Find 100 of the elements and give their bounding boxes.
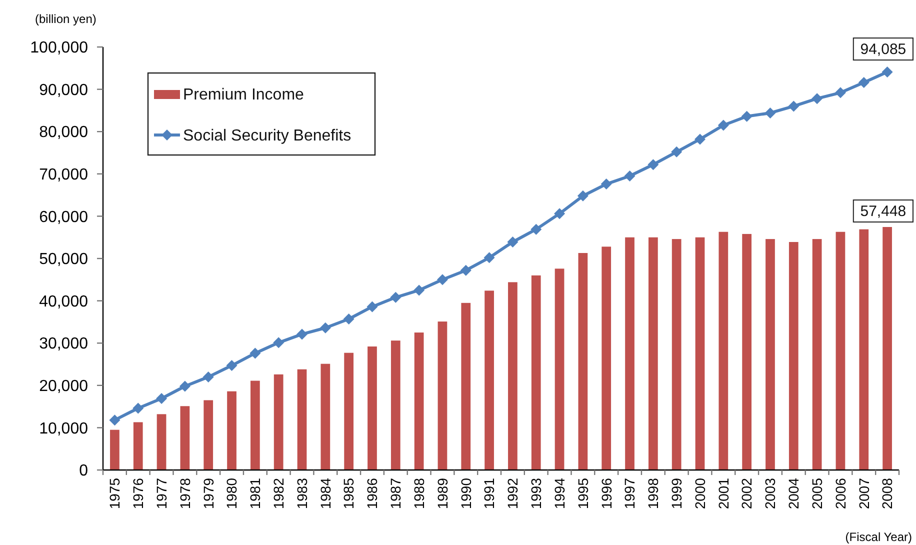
point: [320, 322, 331, 334]
x-tick-label: 1982: [270, 478, 286, 510]
x-tick-label: 1992: [504, 478, 521, 510]
x-tick-label: 2006: [832, 478, 848, 510]
bar: [250, 380, 260, 470]
x-tick-label: 1979: [200, 478, 216, 510]
bar: [133, 422, 143, 470]
point: [414, 284, 425, 296]
x-tick-label: 1999: [668, 478, 684, 510]
y-tick-label: 10,000: [39, 420, 88, 438]
point: [600, 178, 612, 190]
bar: [602, 246, 612, 470]
point: [858, 77, 870, 88]
point: [834, 87, 846, 98]
point: [109, 414, 120, 426]
bar: [508, 282, 518, 470]
y-tick-label: 20,000: [39, 378, 88, 395]
point: [694, 134, 706, 145]
x-tick-label: 2008: [879, 478, 896, 510]
point: [250, 348, 261, 359]
x-tick-label: 2004: [786, 478, 802, 510]
bar: [297, 369, 307, 470]
point: [273, 337, 284, 348]
x-tick-label: 1984: [317, 478, 334, 510]
data-label: 57,448: [860, 202, 906, 220]
point: [436, 274, 448, 286]
x-tick-label: 1980: [224, 478, 240, 510]
bar: [204, 400, 214, 470]
x-tick-label: 1995: [574, 478, 591, 510]
data-label: 94,085: [860, 41, 906, 58]
x-tick-label: 1994: [551, 478, 568, 510]
x-tick-label: 1978: [176, 478, 193, 510]
x-tick-label: 1986: [364, 478, 380, 510]
y-tick-label: 60,000: [39, 208, 88, 226]
y-tick-label: 0: [79, 462, 88, 480]
bar: [859, 229, 869, 470]
point: [671, 146, 682, 158]
x-tick-label: 2000: [692, 478, 708, 510]
x-tick-label: 1983: [294, 478, 310, 510]
bar: [531, 275, 541, 470]
x-tick-label: 1997: [622, 478, 638, 510]
bar: [320, 364, 330, 470]
bar: [156, 414, 166, 470]
x-tick-label: 1987: [388, 478, 404, 510]
bar: [812, 239, 822, 470]
point: [156, 393, 168, 404]
point: [226, 360, 238, 372]
bar: [484, 290, 494, 470]
x-tick-label: 2001: [715, 478, 732, 510]
point: [882, 66, 893, 78]
legend-label: Premium Income: [183, 86, 304, 104]
bar: [344, 352, 354, 470]
point: [507, 236, 518, 248]
point: [484, 252, 495, 264]
bar: [390, 340, 400, 470]
bar: [788, 242, 798, 470]
x-tick-label: 1991: [481, 478, 498, 510]
bar: [414, 332, 424, 470]
point: [366, 301, 378, 312]
bar: [672, 239, 682, 470]
point: [788, 100, 800, 112]
point: [577, 190, 588, 202]
x-tick-label: 1976: [130, 478, 146, 510]
point: [390, 292, 402, 303]
point: [812, 93, 823, 104]
y-tick-label: 100,000: [30, 40, 88, 57]
bar: [227, 391, 236, 470]
x-tick-label: 1981: [247, 478, 264, 510]
point: [132, 402, 144, 414]
x-tick-label: 1998: [645, 478, 662, 510]
bar: [695, 237, 705, 470]
x-tick-label: 2005: [808, 478, 825, 510]
point: [718, 120, 729, 131]
x-tick-label: 1990: [458, 478, 474, 510]
x-axis-title: (Fiscal Year): [845, 530, 912, 544]
y-tick-label: 90,000: [39, 82, 88, 99]
x-tick-label: 1996: [598, 478, 614, 510]
bar: [110, 430, 120, 470]
y-tick-label: 50,000: [39, 251, 88, 268]
bar: [718, 232, 728, 470]
y-tick-label: 80,000: [39, 124, 88, 142]
point: [648, 159, 659, 170]
bar: [836, 232, 846, 470]
x-tick-label: 1988: [410, 478, 427, 510]
y-tick-label: 40,000: [39, 293, 88, 310]
bar: [438, 322, 448, 470]
y-tick-label: 70,000: [39, 166, 88, 184]
bar: [274, 374, 284, 470]
y-tick-label: 30,000: [39, 336, 88, 353]
y-axis-title: (billion yen): [35, 12, 96, 26]
bar: [578, 253, 588, 470]
x-tick-label: 2002: [738, 478, 755, 510]
x-tick-label: 1993: [528, 478, 544, 510]
point: [343, 313, 354, 324]
bar: [180, 406, 190, 470]
point: [530, 224, 542, 235]
x-tick-label: 1985: [340, 478, 357, 510]
point: [764, 107, 776, 118]
point: [554, 208, 566, 220]
bar: [461, 302, 471, 470]
